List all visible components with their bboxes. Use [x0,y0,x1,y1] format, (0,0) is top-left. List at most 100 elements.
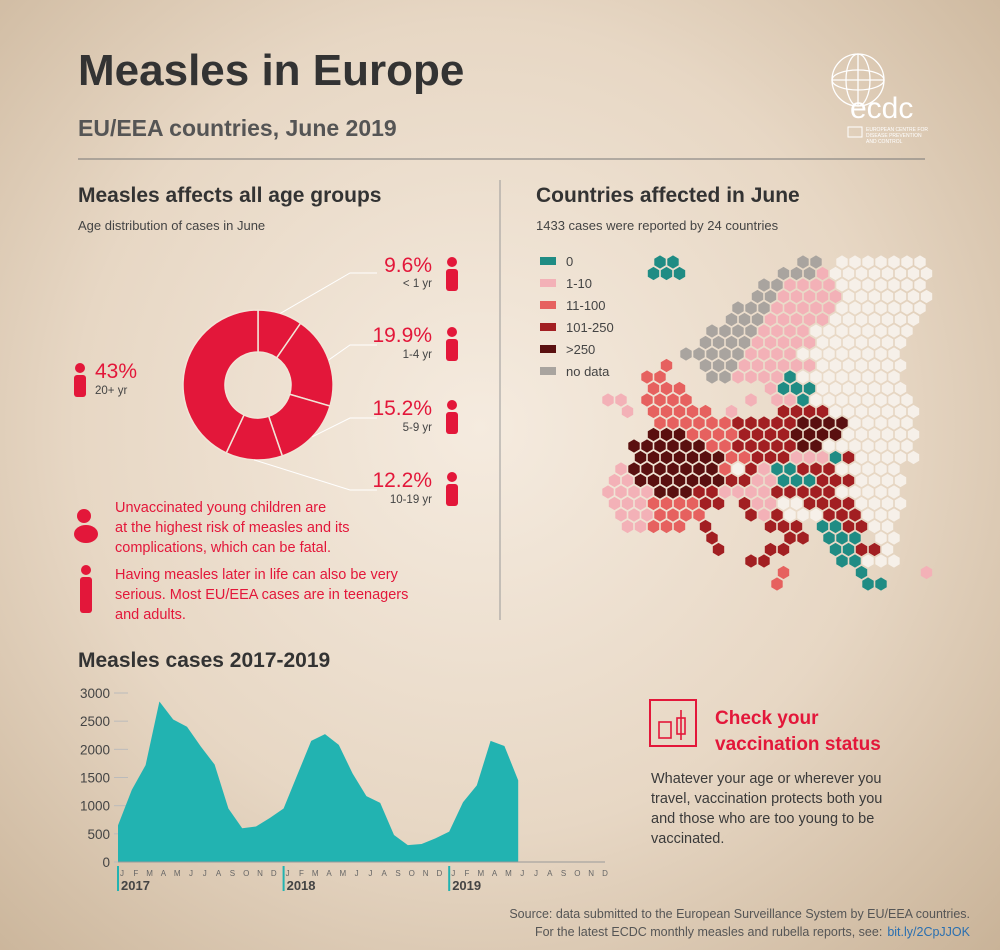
x-tick-label: O [574,869,580,878]
country-hex [725,404,738,419]
y-tick-label: 3000 [80,686,110,701]
country-hex [901,324,913,338]
country-hex [725,312,738,327]
country-hex [777,519,790,534]
country-hex [712,427,725,442]
country-hex [862,324,874,338]
logo-caption: AND CONTROL [866,139,903,145]
age-icon [446,472,458,506]
legend-label: 11-100 [566,298,606,313]
country-hex [647,496,660,511]
country-hex [888,508,900,522]
legend-label: 1-10 [566,276,592,291]
country-hex [758,347,770,361]
country-hex [810,508,822,522]
country-hex [751,427,764,442]
country-hex [829,427,842,442]
source-link[interactable]: bit.ly/2CpJJOK [887,925,970,939]
country-hex [849,485,861,499]
country-hex [920,289,933,304]
area [118,701,519,862]
country-hex [784,347,796,361]
country-hex [829,358,842,373]
x-tick-label: J [368,869,372,878]
country-hex [602,393,614,407]
x-tick-label: M [312,869,319,878]
country-hex [777,335,790,350]
country-hex [836,347,848,361]
x-tick-label: J [355,869,359,878]
country-hex [907,427,920,442]
country-hex [745,439,757,453]
leader-line [328,344,377,361]
country-hex [680,416,692,430]
country-hex [751,450,764,465]
x-tick-label: J [451,869,455,878]
country-hex [738,473,751,488]
x-tick-label: S [230,869,235,878]
country-hex [667,508,679,522]
callout-text: travel, vaccination protects both you [651,791,882,807]
country-hex [816,266,829,281]
country-hex [660,496,673,511]
country-hex [758,462,770,476]
country-hex [875,347,887,361]
country-hex [667,439,679,453]
country-hex [680,347,692,361]
country-hex [693,347,705,361]
country-hex [745,462,757,476]
country-hex [803,427,816,442]
country-hex [680,462,692,476]
country-hex [784,393,796,407]
country-hex [758,278,770,292]
x-tick-label: D [271,869,277,878]
country-hex [816,381,829,396]
x-tick-label: O [243,869,249,878]
x-tick-label: J [120,869,124,878]
country-hex [725,335,738,350]
country-hex [751,473,764,488]
country-hex [875,462,887,476]
note-text: at the highest risk of measles and its [115,520,350,536]
country-hex [810,278,822,292]
country-hex [764,473,777,488]
note-text: Having measles later in life can also be… [115,567,399,583]
country-hex [875,255,887,269]
country-hex [647,404,660,419]
x-tick-label: F [133,869,138,878]
country-hex [641,370,653,384]
country-hex [758,554,770,568]
country-hex [888,278,900,292]
leader-line [253,459,377,491]
country-hex [719,439,731,453]
country-hex [888,347,900,361]
country-hex [855,450,868,465]
country-hex [719,347,731,361]
x-tick-label: D [437,869,443,878]
country-hex [816,427,829,442]
country-hex [784,324,796,338]
country-hex [829,542,842,557]
note-text: serious. Most EU/EEA cases are in teenag… [115,587,408,603]
country-hex [751,496,764,511]
country-hex [706,347,718,361]
country-hex [810,255,822,269]
country-hex [862,255,874,269]
country-hex [745,324,757,338]
country-hex [758,416,770,430]
country-hex [810,439,822,453]
x-tick-label: M [174,869,181,878]
country-hex [842,473,855,488]
country-hex [641,393,653,407]
country-hex [862,554,874,568]
country-hex [784,462,796,476]
icon-body [446,484,458,506]
country-hex [803,312,816,327]
country-hex [784,301,796,315]
country-hex [855,312,868,327]
value-label: 19.9% [372,324,432,347]
country-hex [712,358,725,373]
country-hex [894,266,907,281]
country-hex [719,324,731,338]
